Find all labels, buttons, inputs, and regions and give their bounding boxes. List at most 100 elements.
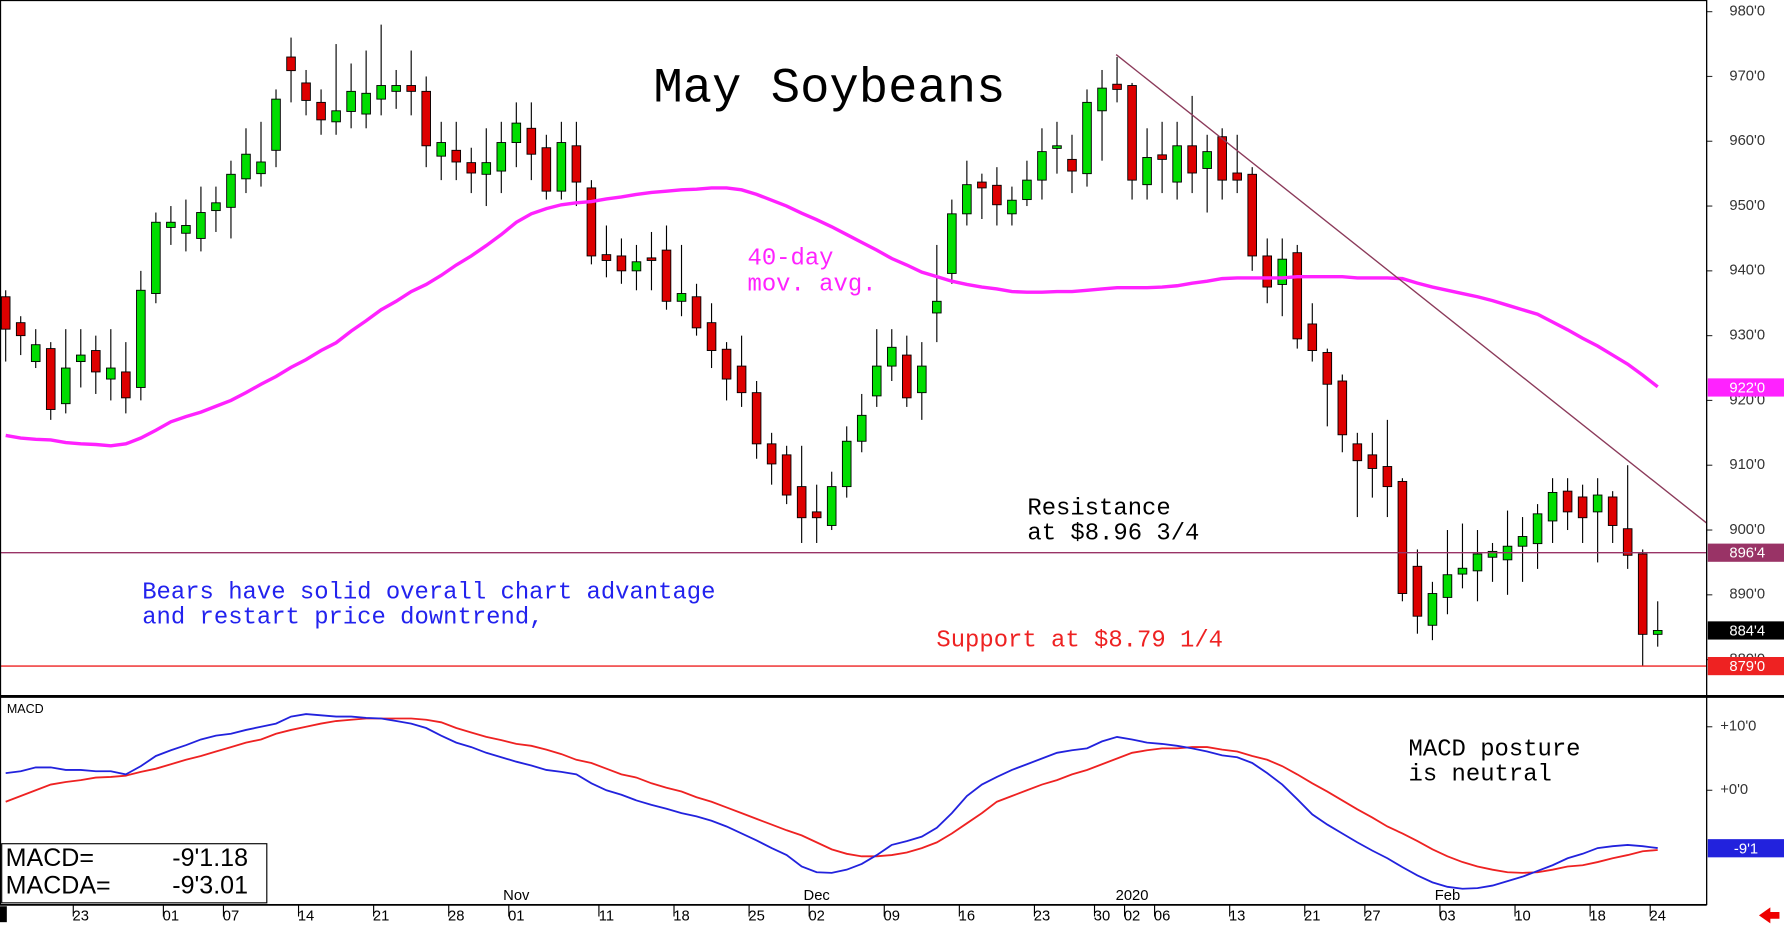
price-label-box	[1707, 543, 1784, 562]
x-tick-label: 11	[599, 908, 614, 924]
candle-body	[211, 202, 221, 212]
y-tick-label: 890'0	[1729, 587, 1765, 603]
candle-body	[962, 184, 972, 215]
annotation: and restart price downtrend,	[142, 605, 543, 632]
candle-body	[616, 255, 627, 272]
month-label: 2020	[1116, 888, 1149, 904]
candle-body	[0, 296, 11, 330]
candle-body	[436, 142, 446, 157]
candle-body	[45, 348, 56, 410]
candle-body	[511, 122, 522, 144]
candle-body	[1562, 490, 1573, 513]
x-tick-label: 14	[298, 908, 314, 924]
price-label-box	[1707, 621, 1784, 640]
candle-body	[1037, 151, 1047, 181]
candle-body	[1202, 151, 1212, 169]
candle-body	[226, 173, 236, 208]
candle-body	[586, 187, 597, 257]
annotation: Bears have solid overall chart advantage	[142, 580, 715, 607]
candle-body	[1457, 567, 1468, 575]
chart-title: May Soybeans	[653, 61, 1005, 117]
candle-body	[1442, 574, 1453, 598]
candle-body	[526, 127, 537, 155]
candle-body	[736, 365, 747, 394]
candle-body	[796, 486, 807, 519]
candle-body	[406, 85, 416, 92]
month-label: Nov	[503, 888, 530, 904]
candle-body	[166, 221, 176, 228]
candle-body	[1097, 87, 1107, 112]
candle-body	[1232, 172, 1242, 181]
x-tick-label: 10	[1514, 908, 1530, 924]
y-tick-label: 970'0	[1729, 68, 1765, 84]
scroll-arrow[interactable]	[1758, 907, 1780, 924]
candle-body	[902, 354, 912, 399]
candle-body	[1472, 553, 1483, 572]
candle-body	[376, 85, 386, 100]
candle-body	[1172, 145, 1182, 183]
candle-body	[826, 486, 837, 526]
candle-body	[391, 85, 401, 92]
candle-body	[1022, 179, 1032, 201]
candle-body	[241, 153, 251, 180]
candle-body	[1517, 536, 1528, 547]
annotation: Resistance	[1027, 496, 1170, 523]
scroll-marker	[0, 906, 7, 923]
x-tick-label: 01	[163, 908, 179, 924]
x-tick-label: 21	[373, 908, 389, 924]
candle-body	[1052, 145, 1062, 149]
candle-body	[811, 511, 822, 519]
candle-body	[1592, 494, 1603, 513]
candle-body	[496, 142, 507, 172]
price-label: 879'0	[1729, 659, 1765, 675]
y-tick-label: 960'0	[1729, 133, 1765, 149]
candle-body	[421, 90, 431, 147]
candle-body	[1127, 85, 1137, 181]
candle-body	[1187, 145, 1197, 174]
candle-body	[1607, 496, 1618, 526]
candle-body	[856, 414, 867, 442]
candle-body	[1532, 513, 1543, 545]
candle-body	[106, 367, 116, 380]
x-tick-label: 28	[448, 908, 464, 924]
x-tick-label: 23	[73, 908, 89, 924]
macd-line	[5, 713, 1658, 890]
candle-body	[15, 322, 26, 337]
y-tick-label: 980'0	[1729, 4, 1765, 20]
x-tick-label: 18	[1589, 908, 1605, 924]
candle-body	[841, 440, 852, 488]
macd-y-tick-label: +10'0	[1720, 719, 1756, 735]
candle-body	[256, 161, 266, 175]
candle-body	[286, 56, 296, 72]
candle-body	[571, 145, 582, 183]
candle-body	[1427, 593, 1438, 626]
candle-body	[346, 90, 356, 112]
candle-body	[136, 289, 146, 388]
y-tick-label: 910'0	[1729, 457, 1765, 473]
candle-body	[932, 300, 942, 314]
label-layer: 922'0 896'4 884'4 879'0 23 01 07 14 21 28 01 Nov 11 1…	[73, 378, 1784, 924]
readout-name: MACD=	[6, 844, 94, 872]
candle-body	[1622, 528, 1633, 556]
candle-body	[1337, 380, 1348, 436]
candle-body	[871, 365, 882, 397]
candle-body	[1247, 173, 1257, 257]
candle-body	[706, 322, 717, 351]
price-label: 884'4	[1729, 624, 1765, 640]
candle-body	[76, 354, 86, 363]
x-tick-label: 25	[748, 908, 764, 924]
ma-label: mov. avg.	[748, 272, 877, 299]
macd-marker-label: -9'1	[1734, 841, 1758, 857]
candle-body	[1577, 496, 1588, 519]
candle-body	[947, 213, 957, 274]
candle-body	[316, 101, 326, 121]
x-tick-label: 03	[1439, 908, 1455, 924]
candle-body	[541, 147, 552, 192]
candle-body	[1367, 454, 1378, 469]
candle-body	[1082, 101, 1092, 175]
y-tick-label: 950'0	[1729, 198, 1765, 214]
macd-y-tick-label: +0'0	[1720, 782, 1748, 798]
candle-body	[1412, 565, 1423, 617]
